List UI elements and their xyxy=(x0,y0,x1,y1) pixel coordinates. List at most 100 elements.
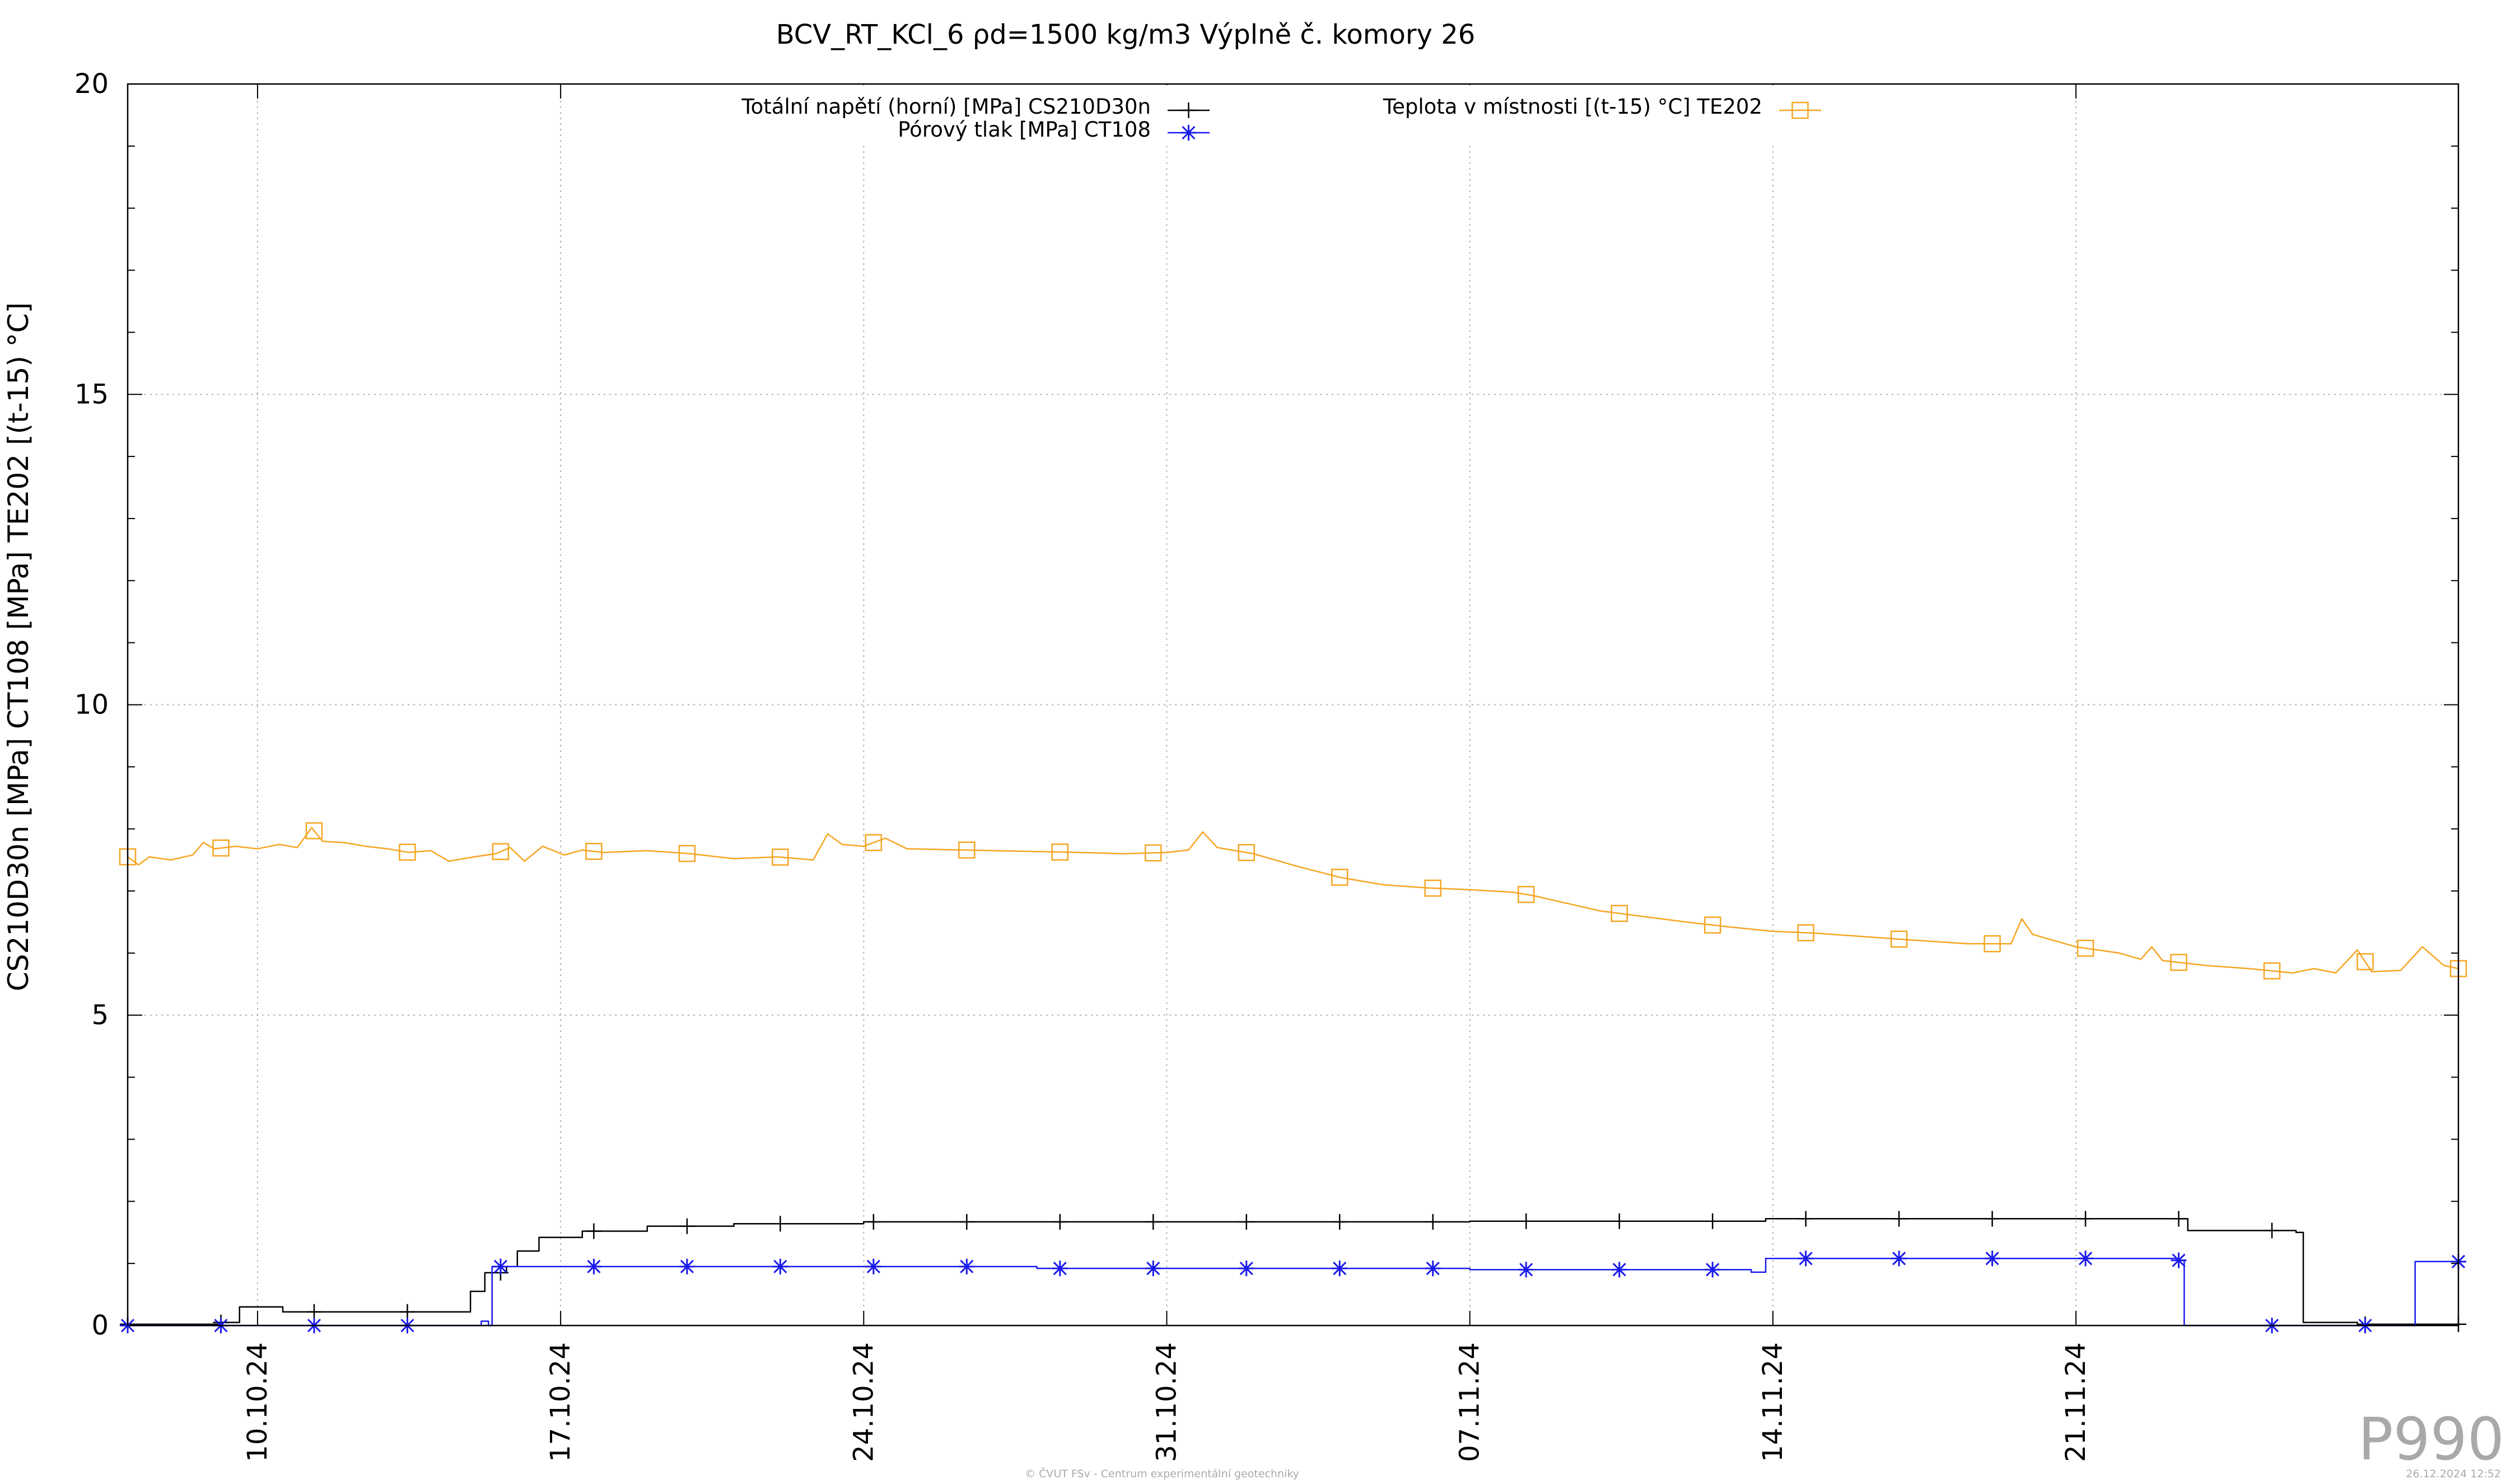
data-point xyxy=(1891,1211,1907,1227)
data-point xyxy=(865,834,883,851)
data-point xyxy=(678,844,696,862)
data-point xyxy=(1238,1214,1254,1230)
data-point xyxy=(1238,844,1256,861)
data-point xyxy=(1145,844,1162,862)
data-point xyxy=(1180,102,1197,118)
data-point xyxy=(1611,904,1628,922)
y-tick-label: 20 xyxy=(74,68,109,100)
data-point xyxy=(2078,1211,2094,1227)
data-point xyxy=(1051,843,1069,861)
legend-label: Teplota v místnosti [(t-15) °C] TE202 xyxy=(1383,95,1762,119)
data-point xyxy=(772,1258,788,1275)
data-point xyxy=(2356,953,2374,970)
y-tick-label: 5 xyxy=(91,1000,109,1031)
data-point xyxy=(1332,1261,1348,1277)
data-point xyxy=(399,843,416,861)
data-point xyxy=(492,1258,508,1275)
data-point xyxy=(2078,1250,2094,1267)
data-point xyxy=(586,1223,602,1239)
data-point xyxy=(959,1258,975,1275)
data-point xyxy=(1704,916,1721,934)
y-tick-label: 10 xyxy=(74,689,109,721)
data-point xyxy=(1425,1214,1441,1230)
data-point xyxy=(1518,1213,1534,1229)
data-point xyxy=(679,1258,695,1275)
legend-label: Pórový tlak [MPa] CT108 xyxy=(898,118,1151,142)
series-line xyxy=(128,1218,2458,1326)
data-point xyxy=(1424,879,1441,897)
x-tick-label: 14.11.24 xyxy=(1757,1342,1789,1462)
data-point xyxy=(865,1214,881,1230)
data-point xyxy=(679,1218,695,1234)
data-point xyxy=(1891,1250,1907,1267)
data-point xyxy=(958,841,976,859)
data-point xyxy=(1331,869,1348,886)
y-axis-label: CS210D30n [MPa] CT108 [MPa] TE202 [(t-15… xyxy=(2,302,35,991)
data-point xyxy=(586,1258,602,1275)
data-point xyxy=(305,822,323,839)
chart-code: P990 xyxy=(2358,1405,2504,1473)
x-tick-label: 21.11.24 xyxy=(2060,1342,2092,1462)
y-tick-label: 0 xyxy=(91,1310,109,1341)
axis-ticks: 0 5 10 15 20 10.10.24 17.10.24 24.10.24 31.10.24… xyxy=(74,68,2458,1462)
legend: Totální napětí (horní) [MPa] CS210D30nPó… xyxy=(694,85,1837,146)
data-point xyxy=(1517,886,1535,903)
data-point xyxy=(1611,1262,1627,1278)
data-point xyxy=(306,1304,322,1320)
data-point xyxy=(1145,1261,1161,1277)
data-point xyxy=(1518,1262,1534,1278)
legend-item: Pórový tlak [MPa] CT108 xyxy=(898,118,1210,142)
data-point xyxy=(1238,1261,1254,1277)
data-point xyxy=(1984,935,2001,953)
data-point xyxy=(1332,1214,1348,1230)
y-tick-label: 15 xyxy=(74,379,109,410)
x-tick-label: 24.10.24 xyxy=(848,1342,879,1462)
data-point xyxy=(1798,1211,1814,1227)
data-point xyxy=(1984,1211,2000,1227)
data-point xyxy=(959,1214,975,1230)
data-point xyxy=(772,848,789,866)
data-point xyxy=(1705,1262,1721,1278)
data-point xyxy=(1052,1214,1068,1230)
data-point xyxy=(1180,125,1197,141)
footer-copyright: © ČVUT FSv - Centrum experimentální geot… xyxy=(1025,1467,1299,1480)
data-point xyxy=(2170,954,2187,971)
grid-lines xyxy=(128,84,2458,1326)
data-point xyxy=(1611,1213,1627,1229)
data-point xyxy=(1984,1250,2000,1267)
footer-timestamp: 26.12.2024 12:52 xyxy=(2406,1468,2501,1480)
x-tick-label: 10.10.24 xyxy=(242,1342,273,1462)
data-point xyxy=(1705,1213,1721,1229)
data-point xyxy=(865,1258,881,1275)
data-point xyxy=(1890,930,1908,948)
x-tick-label: 31.10.24 xyxy=(1151,1342,1183,1462)
legend-item: Teplota v místnosti [(t-15) °C] TE202 xyxy=(1383,95,1821,119)
data-point xyxy=(212,839,230,857)
data-point xyxy=(772,1216,788,1232)
legend-item: Totální napětí (horní) [MPa] CS210D30n xyxy=(741,95,1210,119)
data-point xyxy=(1798,1250,1814,1267)
data-point xyxy=(585,843,603,860)
series-line xyxy=(127,827,2459,974)
data-point xyxy=(399,1304,416,1320)
data-point xyxy=(2264,1222,2280,1239)
data-point xyxy=(2171,1211,2187,1227)
data-point xyxy=(1797,924,1814,941)
data-point xyxy=(2263,962,2281,979)
legend-background xyxy=(694,85,1837,146)
data-point xyxy=(1425,1261,1441,1277)
data-point xyxy=(2171,1252,2187,1268)
series-3 xyxy=(119,822,2467,979)
data-point xyxy=(1145,1214,1161,1230)
x-tick-label: 17.10.24 xyxy=(545,1342,576,1462)
data-point xyxy=(1052,1261,1068,1277)
x-tick-label: 07.11.24 xyxy=(1454,1342,1486,1462)
data-point xyxy=(2076,940,2094,957)
data-point xyxy=(492,843,510,861)
legend-label: Totální napětí (horní) [MPa] CS210D30n xyxy=(741,95,1151,119)
data-point xyxy=(1791,101,1809,119)
chart-title: BCV_RT_KCl_6 ρd=1500 kg/m3 Výplně č. kom… xyxy=(776,19,1476,50)
